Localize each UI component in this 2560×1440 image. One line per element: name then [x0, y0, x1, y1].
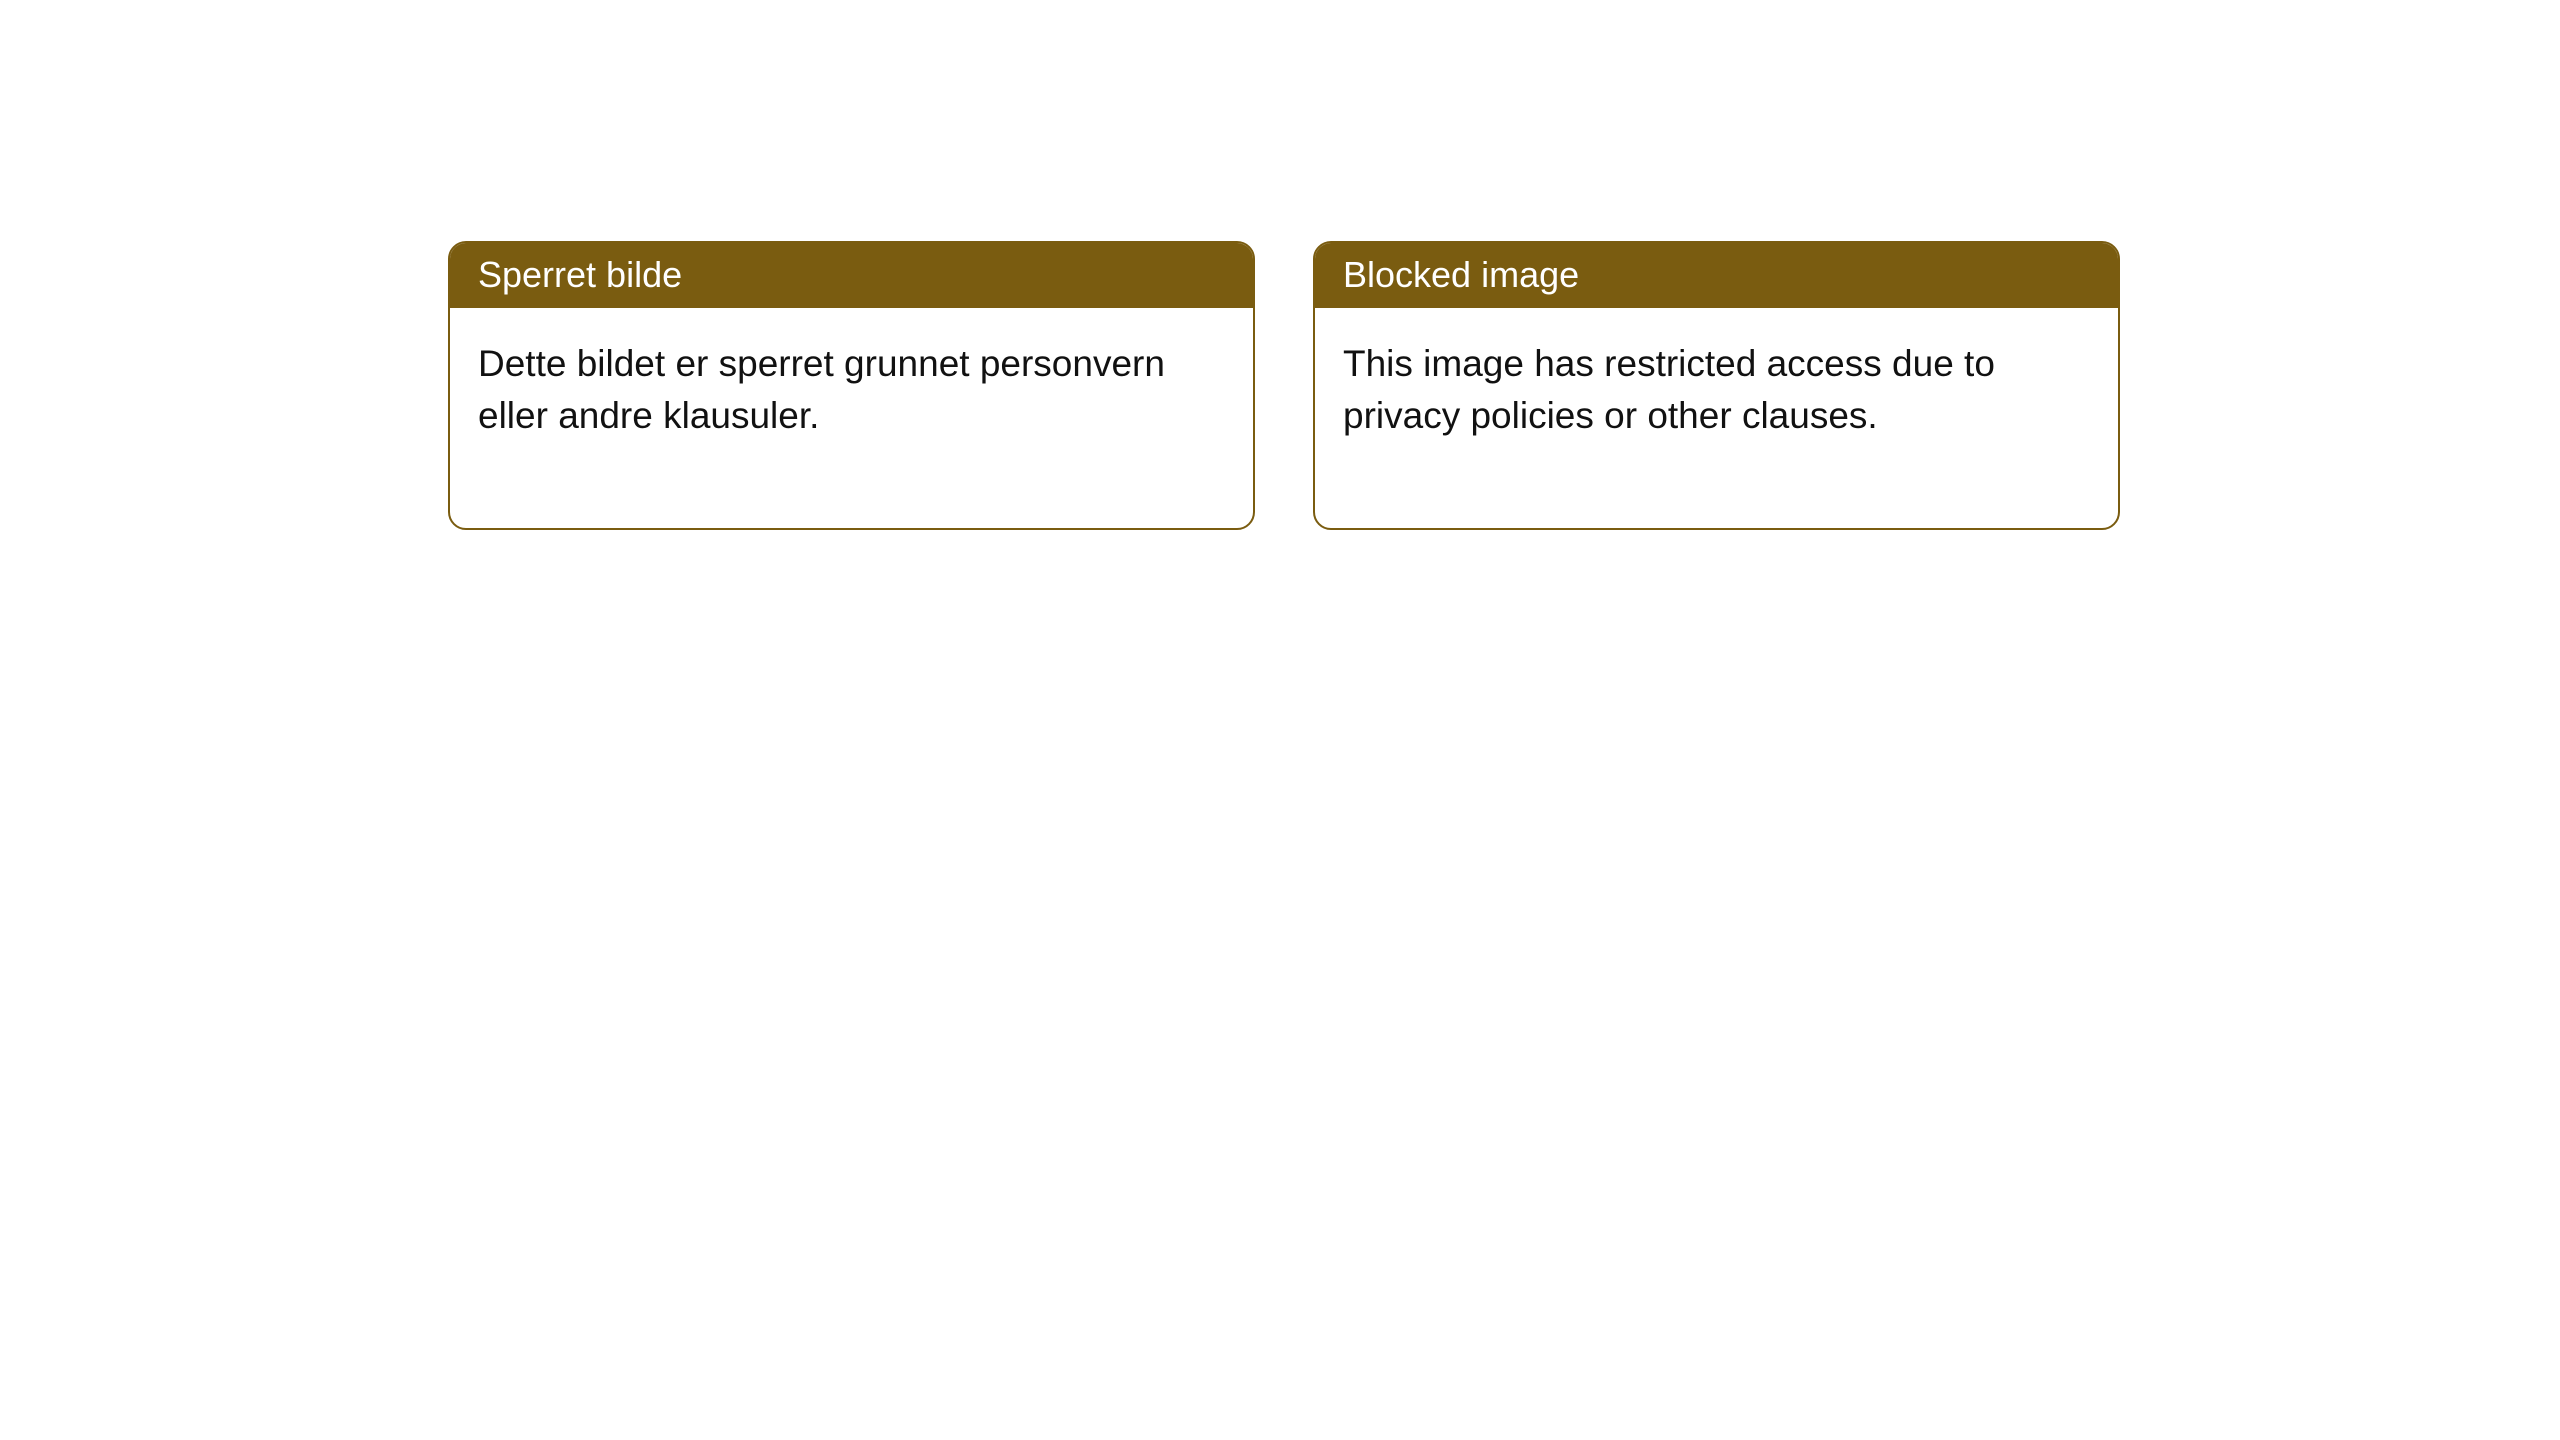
- notice-body-no: Dette bildet er sperret grunnet personve…: [450, 308, 1253, 528]
- notice-body-en: This image has restricted access due to …: [1315, 308, 2118, 528]
- notice-card-no: Sperret bilde Dette bildet er sperret gr…: [448, 241, 1255, 530]
- notice-card-en: Blocked image This image has restricted …: [1313, 241, 2120, 530]
- notice-title-no: Sperret bilde: [450, 243, 1253, 308]
- notice-container: Sperret bilde Dette bildet er sperret gr…: [448, 241, 2120, 530]
- notice-title-en: Blocked image: [1315, 243, 2118, 308]
